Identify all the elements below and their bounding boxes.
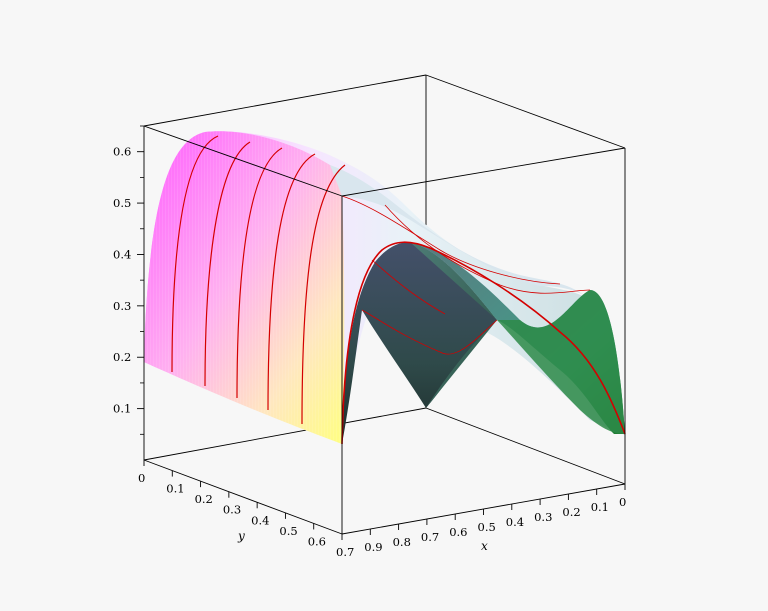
y-tick-label: 0.1 (166, 482, 184, 496)
x-tick-label: 0 (619, 495, 626, 509)
z-tick-label: 0.3 (113, 299, 131, 313)
contour-line (171, 135, 219, 373)
z-tick-label: 0.4 (113, 247, 131, 261)
y-tick-label: 0 (138, 471, 145, 485)
z-tick-label: 0.1 (113, 402, 131, 416)
x-tick-label: 0.8 (393, 535, 411, 549)
surface-inner-right (410, 242, 497, 408)
contour-line (267, 153, 316, 411)
contour-line (371, 259, 446, 315)
surface (144, 131, 625, 445)
z-axis: 0.1 0.2 0.3 0.4 0.5 0.6 (113, 125, 144, 435)
x-axis-title: x (481, 539, 488, 553)
z-tick-label: 0.5 (113, 196, 131, 210)
surface-ridge (330, 165, 590, 300)
y-axis-title: y (237, 529, 245, 543)
y-tick-label: 0.3 (223, 503, 241, 517)
y-tick-label: 0.6 (308, 534, 326, 548)
y-tick-label: 0.7 (336, 545, 354, 559)
y-axis: 0 0.1 0.2 0.3 0.4 0.5 0.6 0.7 (138, 460, 354, 559)
x-tick-label: 0.5 (478, 520, 496, 534)
x-tick-label: 0.2 (562, 505, 580, 519)
contour-line (301, 164, 346, 425)
z-tick-label: 0.2 (113, 350, 131, 364)
contour-line (236, 147, 283, 399)
contour-line (341, 195, 561, 285)
contour-line (204, 141, 251, 387)
x-tick-label: 0.7 (421, 530, 439, 544)
z-tick-label: 0.6 (113, 145, 131, 159)
bounding-box-front (143, 125, 626, 535)
x-tick-label: 0.9 (364, 540, 382, 554)
contour-lines (171, 135, 626, 445)
y-tick-label: 0.2 (195, 492, 213, 506)
x-tick-label: 0.6 (449, 525, 467, 539)
contour-line (341, 241, 626, 445)
y-tick-label: 0.4 (251, 513, 269, 527)
contour-line (361, 309, 498, 355)
x-tick-label: 0.4 (506, 515, 524, 529)
x-axis: 0 0.1 0.2 0.3 0.4 0.5 0.6 0.7 0.8 0.9 (364, 484, 626, 554)
x-tick-label: 0.1 (591, 500, 609, 514)
y-tick-label: 0.5 (279, 524, 297, 538)
x-tick-label: 0.3 (534, 510, 552, 524)
